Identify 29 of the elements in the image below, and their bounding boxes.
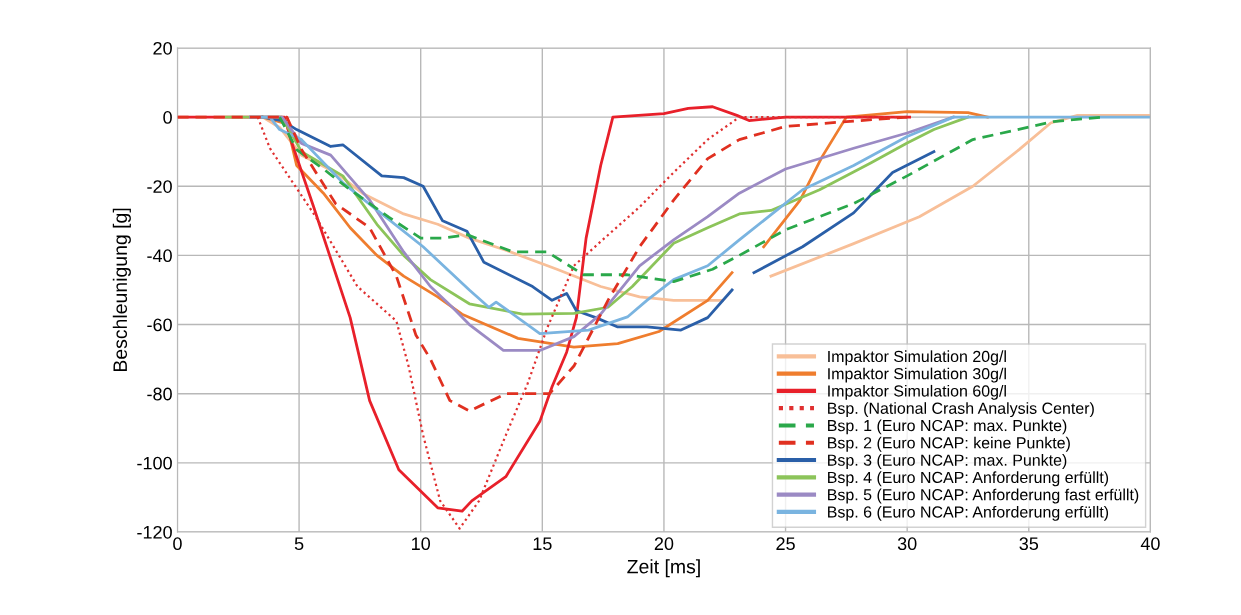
y-tick-label: -120 [137, 525, 172, 539]
x-tick-label: 0 [173, 537, 182, 551]
legend-label: Bsp. 1 (Euro NCAP: max. Punkte) [828, 419, 1067, 435]
legend-label: Impaktor Simulation 60g/l [828, 384, 1006, 400]
y-tick-label: -80 [147, 387, 172, 401]
y-tick-label: -40 [147, 249, 172, 263]
x-tick-label: 35 [1019, 537, 1039, 551]
y-axis-title: Beschleunigung [g] [112, 208, 131, 372]
x-tick-label: 10 [412, 537, 431, 551]
y-tick-label: 20 [153, 41, 172, 55]
legend-label: Bsp. 6 (Euro NCAP: Anforderung erfüllt) [828, 505, 1109, 521]
x-tick-label: 20 [654, 537, 674, 551]
x-tick-label: 40 [1140, 537, 1160, 551]
x-tick-label: 15 [533, 537, 552, 551]
legend-label: Bsp. 3 (Euro NCAP: max. Punkte) [828, 454, 1067, 469]
legend-label: Bsp. 5 (Euro NCAP: Anforderung fast erfüllt) [828, 488, 1139, 504]
x-tick-label: 5 [294, 537, 304, 551]
y-tick-label: -100 [137, 456, 172, 470]
x-tick-label: 25 [776, 537, 795, 551]
legend-label: Bsp. 2 (Euro NCAP: keine Punkte) [828, 436, 1070, 452]
y-tick-label: -60 [147, 318, 172, 332]
legend-label: Bsp. 4 (Euro NCAP: Anforderung erfüllt) [828, 471, 1109, 487]
legend-label: Impaktor Simulation 20g/l [828, 350, 1006, 366]
y-tick-label: 0 [163, 111, 172, 124]
x-tick-label: 30 [897, 537, 917, 551]
legend-label: Bsp. (National Crash Analysis Center) [828, 402, 1094, 418]
x-axis-title: Zeit [ms] [627, 559, 700, 578]
y-tick-label: -20 [147, 180, 172, 193]
legend-label: Impaktor Simulation 30g/l [828, 367, 1006, 383]
